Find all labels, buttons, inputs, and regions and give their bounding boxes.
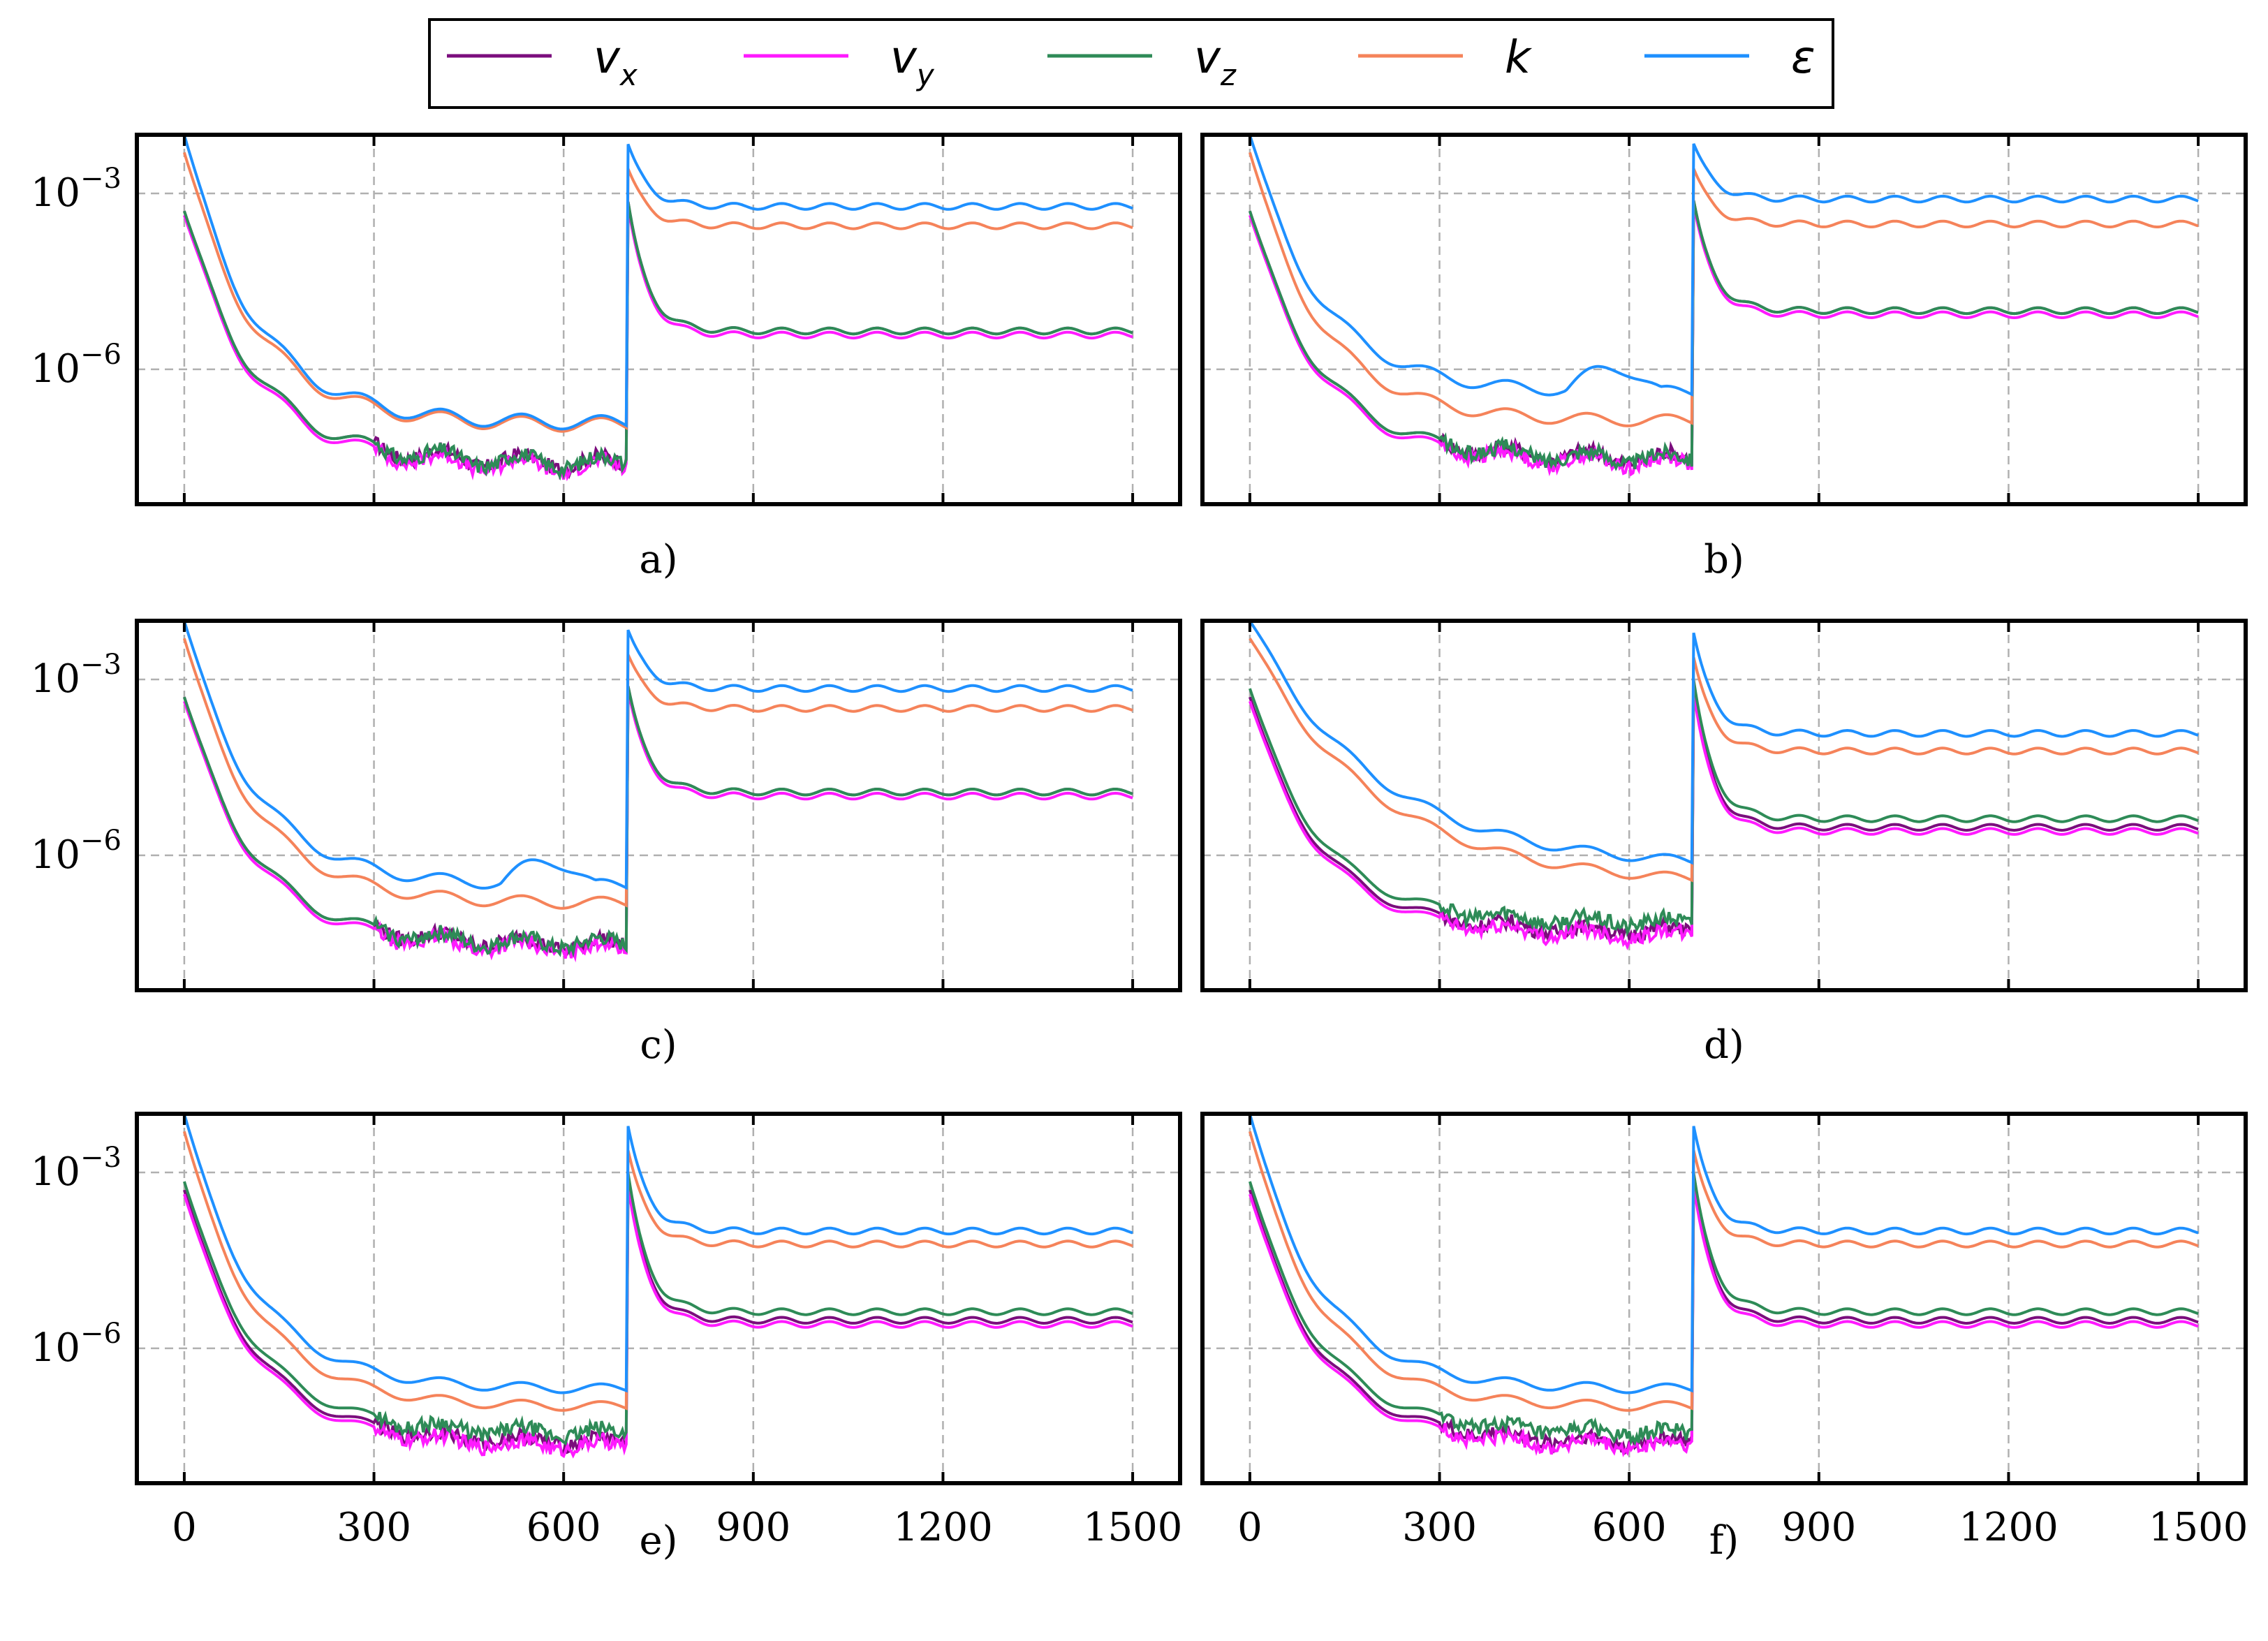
axes-frame-4 [135, 1112, 1182, 1485]
y-tick-exp: −3 [80, 1142, 122, 1174]
x-tick-label-5-3: 900 [1781, 1505, 1856, 1550]
y-tick-exp: −6 [80, 825, 122, 857]
x-tick-label-5-4: 1200 [1959, 1505, 2059, 1550]
series-k-4 [182, 1131, 1133, 1412]
legend-label-3: k [1505, 32, 1533, 84]
legend-label-4: ε [1791, 32, 1816, 84]
series-vy-4 [182, 1185, 1133, 1459]
series-k-0 [182, 152, 1133, 433]
series-epsilon-0 [182, 135, 1133, 431]
panel-5: 0 300 600 900 1200 1500 f) [1200, 1112, 2248, 1563]
panel-label-0: a) [639, 537, 677, 582]
x-tick-label-5-2: 600 [1592, 1505, 1667, 1550]
series-vz-2 [182, 686, 1133, 958]
axes-frame-5 [1200, 1112, 2248, 1485]
series-epsilon-1 [1248, 135, 2199, 397]
legend-subscript-0: x [619, 58, 638, 92]
series-epsilon-2 [182, 621, 1133, 890]
y-tick-label-0-1: 10−6 [31, 339, 122, 392]
x-tick-label-5-1: 300 [1402, 1505, 1477, 1550]
y-tick-exp: −3 [80, 163, 122, 195]
legend-label-1: vy [890, 32, 935, 92]
y-tick-base: 10 [31, 832, 80, 878]
series-epsilon-5 [1248, 1114, 2199, 1395]
series-vz-1 [1248, 200, 2199, 471]
series-vz-3 [1249, 679, 2199, 937]
legend-symbol-1: v [890, 32, 918, 84]
series-vx-5 [1248, 1181, 2199, 1455]
series-vz-5 [1248, 1172, 2199, 1447]
series-epsilon-4 [182, 1114, 1133, 1395]
y-tick-label-4-1: 10−6 [31, 1318, 122, 1371]
legend-symbol-3: k [1505, 32, 1533, 84]
legend-symbol-2: v [1194, 32, 1221, 84]
panel-1: b) [1200, 133, 2248, 582]
y-tick-label-0-0: 10−3 [31, 163, 122, 216]
panel-label-1: b) [1704, 537, 1744, 582]
series-k-3 [1249, 638, 2199, 883]
series-vz-0 [183, 201, 1133, 481]
x-tick-label-5-0: 0 [1237, 1505, 1262, 1550]
axes-frame-3 [1200, 619, 2248, 992]
y-tick-base: 10 [31, 656, 80, 702]
x-tick-label-4-0: 0 [172, 1505, 197, 1550]
series-vy-1 [1249, 204, 2199, 477]
x-tick-label-4-3: 900 [716, 1505, 790, 1550]
series-vx-1 [1248, 200, 2199, 471]
legend-box [428, 18, 1834, 109]
legend-subscript-1: y [915, 58, 935, 92]
legend: vx vy vz k ε [428, 18, 1834, 109]
series-epsilon-3 [1249, 621, 2199, 865]
series-vx-2 [182, 686, 1133, 956]
axes-frame-2 [135, 619, 1182, 992]
x-tick-label-4-1: 300 [337, 1505, 411, 1550]
x-tick-label-4-4: 1200 [893, 1505, 993, 1550]
series-k-1 [1248, 152, 2199, 427]
series-vy-2 [183, 690, 1133, 963]
series-k-5 [1248, 1131, 2199, 1412]
series-vx-0 [183, 201, 1133, 480]
series-vx-4 [182, 1181, 1133, 1455]
y-tick-exp: −3 [80, 649, 122, 681]
series-vy-3 [1249, 692, 2199, 950]
y-tick-exp: −6 [80, 1318, 122, 1350]
legend-label-0: vx [594, 32, 638, 92]
panel-label-5: f) [1709, 1518, 1739, 1563]
y-tick-label-2-0: 10−3 [31, 649, 122, 702]
x-tick-label-5-5: 1500 [2149, 1505, 2248, 1550]
series-vx-3 [1249, 688, 2199, 944]
legend-symbol-4: ε [1791, 32, 1816, 84]
axes-frame-1 [1200, 133, 2248, 506]
panel-label-3: d) [1704, 1022, 1744, 1068]
panel-3: d) [1200, 619, 2248, 1068]
y-tick-base: 10 [31, 1149, 80, 1195]
panel-label-4: e) [640, 1518, 678, 1563]
panel-label-2: c) [640, 1022, 677, 1068]
series-vy-0 [183, 205, 1133, 482]
y-tick-base: 10 [31, 170, 80, 216]
series-k-2 [182, 638, 1133, 910]
legend-subscript-2: z [1220, 58, 1237, 92]
legend-label-2: vz [1194, 32, 1237, 92]
series-vy-5 [1248, 1185, 2199, 1457]
panel-0: 10−310−6a) [31, 133, 1182, 582]
x-tick-label-4-2: 600 [526, 1505, 601, 1550]
y-tick-label-2-1: 10−6 [31, 825, 122, 878]
panels: 10−310−6a) b)10−310−6c) d)0 300 600 900 1200 15… [31, 133, 2248, 1563]
series-vz-4 [182, 1172, 1133, 1446]
legend-symbol-0: v [594, 32, 621, 84]
y-tick-base: 10 [31, 346, 80, 392]
x-tick-label-4-5: 1500 [1083, 1505, 1183, 1550]
panel-2: 10−310−6c) [31, 619, 1182, 1068]
axes-frame-0 [135, 133, 1182, 506]
y-tick-exp: −6 [80, 339, 122, 371]
y-tick-label-4-0: 10−3 [31, 1142, 122, 1195]
y-tick-base: 10 [31, 1325, 80, 1371]
